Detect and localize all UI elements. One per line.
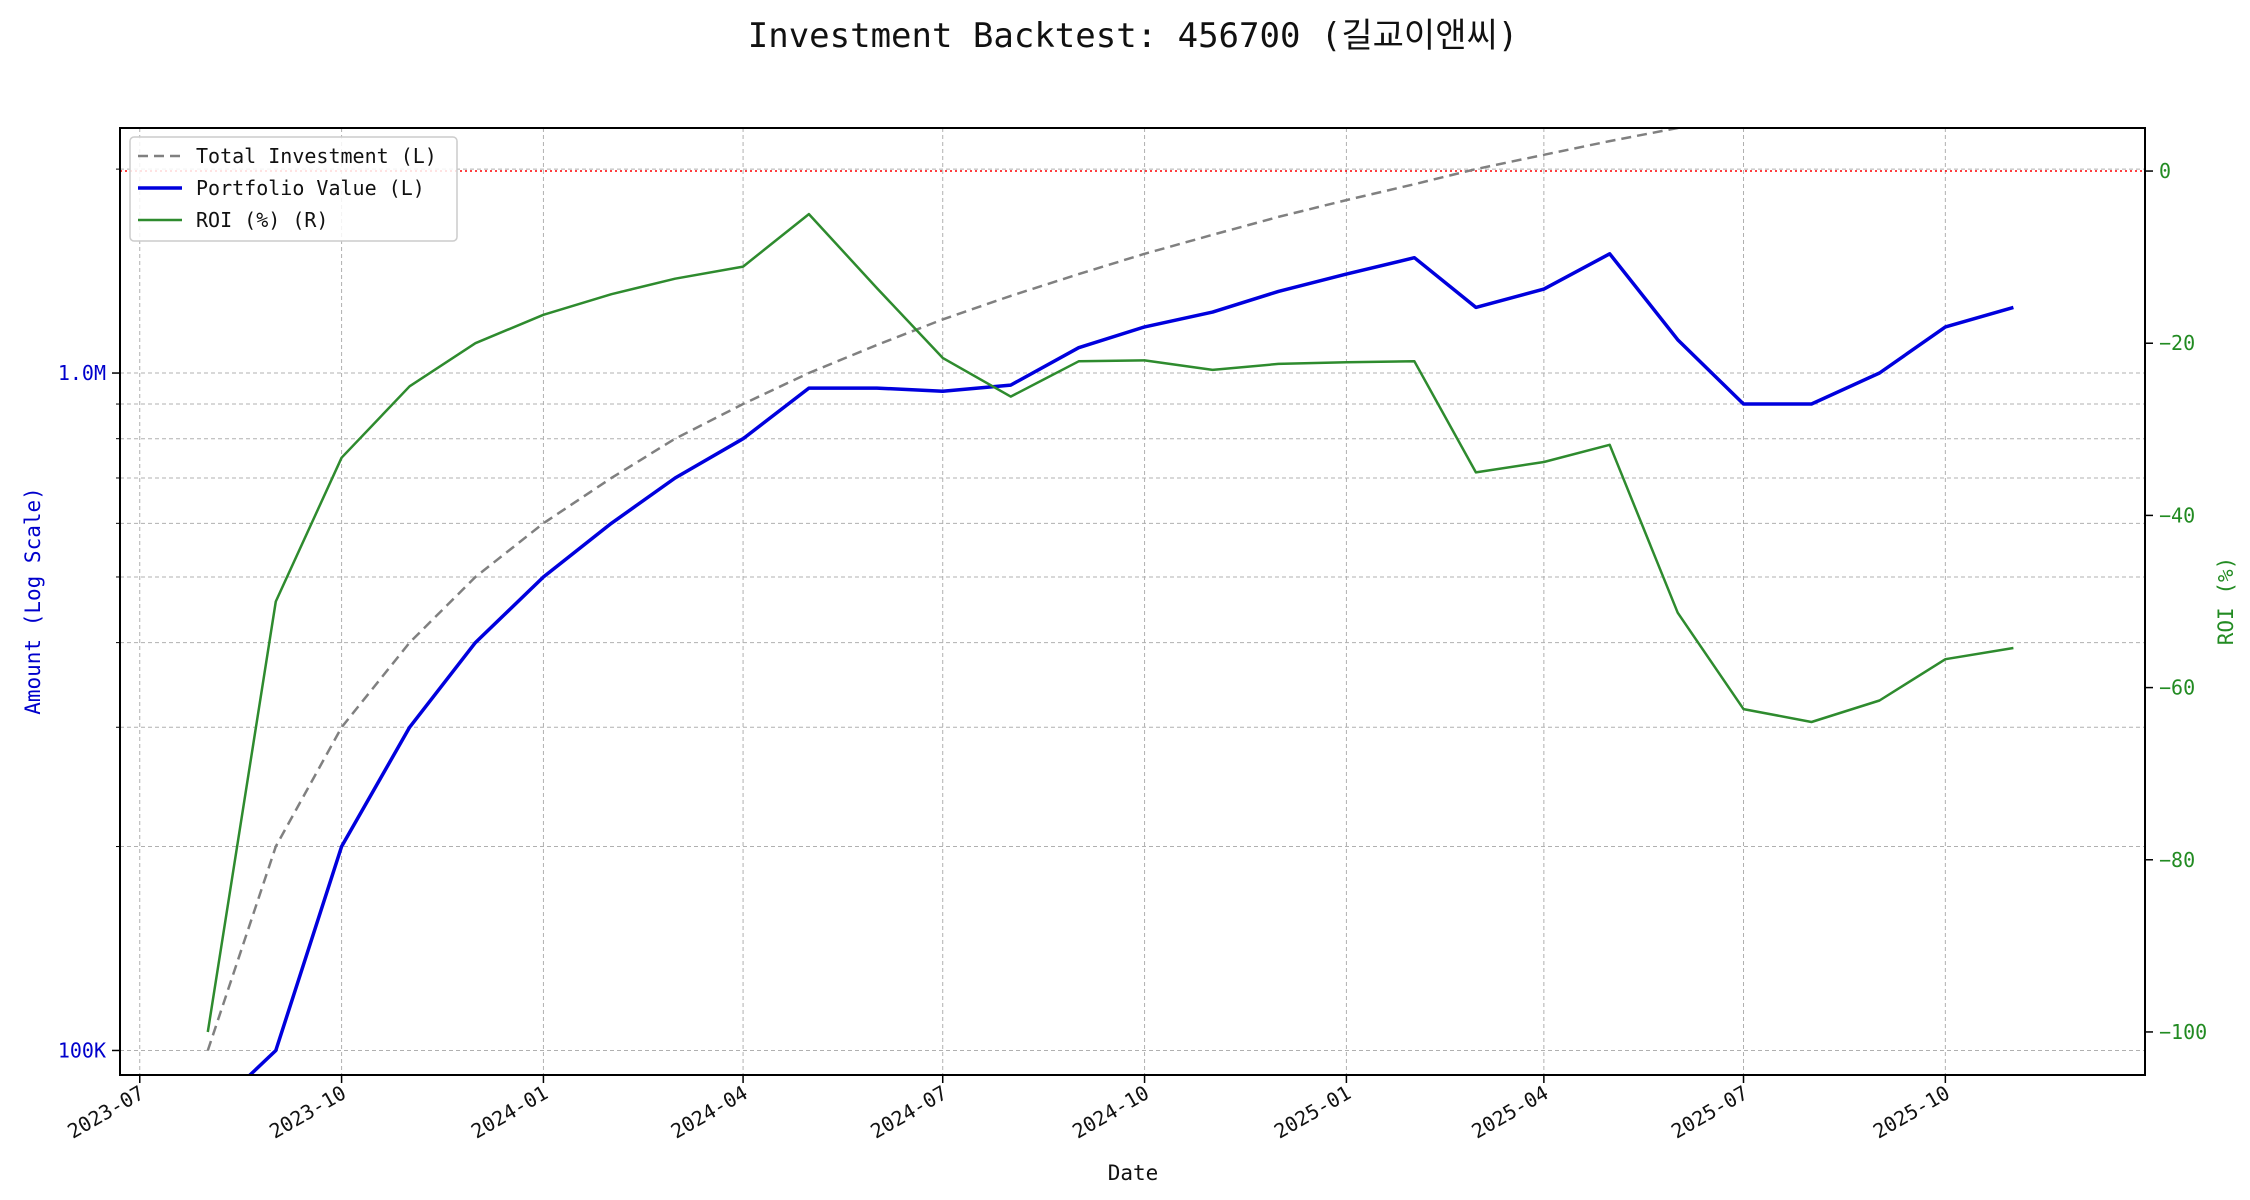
chart-title: Investment Backtest: 456700 (길교이앤씨) (748, 16, 1519, 56)
legend-box (129, 136, 458, 242)
x-tick-label: 2024-10 (1068, 1081, 1153, 1144)
legend-entry: ROI (%) (R) (196, 208, 328, 232)
left-axis-label: Amount (Log Scale) (21, 487, 45, 715)
x-axis-ticks: 2023-07 2023-10 2024-01 2024-04 2024-07 2024-… (63, 1075, 1954, 1143)
x-axis-label: Date (1108, 1161, 1159, 1185)
right-tick-label: −20 (2159, 331, 2195, 355)
x-tick-label: 2025-01 (1270, 1081, 1355, 1144)
left-tick-label: 100K (58, 1038, 106, 1062)
right-tick-label: −100 (2159, 1020, 2207, 1044)
right-axis-label: ROI (%) (2214, 557, 2238, 646)
x-tick-label: 2025-07 (1667, 1081, 1752, 1144)
x-tick-label: 2023-07 (63, 1081, 148, 1144)
right-tick-label: −60 (2159, 676, 2195, 700)
legend-entry: Portfolio Value (L) (196, 176, 425, 200)
right-tick-label: −80 (2159, 848, 2195, 872)
x-tick-label: 2024-07 (866, 1081, 951, 1144)
series-layer (206, 128, 2014, 1075)
plot-frame (119, 127, 2146, 1076)
series-line-0 (206, 128, 1685, 1051)
x-tick-label: 2024-04 (667, 1081, 752, 1144)
legend: Total Investment (L) Portfolio Value (L) R… (129, 136, 458, 242)
x-tick-label: 2025-04 (1467, 1081, 1552, 1144)
series-line-1 (247, 252, 2014, 1075)
x-tick-label: 2025-10 (1869, 1081, 1954, 1144)
x-tick-label: 2024-01 (467, 1081, 552, 1144)
left-tick-label: 1.0M (58, 361, 106, 385)
grid (120, 128, 2145, 1075)
right-axis-ticks: 0 −20 −40 −60 −80 −100 (2145, 159, 2207, 1044)
series-line-2 (206, 212, 2014, 1033)
left-axis-ticks: 100K 1.0M (58, 168, 120, 1062)
right-tick-label: −40 (2159, 503, 2195, 527)
legend-entry: Total Investment (L) (196, 144, 437, 168)
right-tick-label: 0 (2159, 159, 2171, 183)
x-tick-label: 2023-10 (265, 1081, 350, 1144)
